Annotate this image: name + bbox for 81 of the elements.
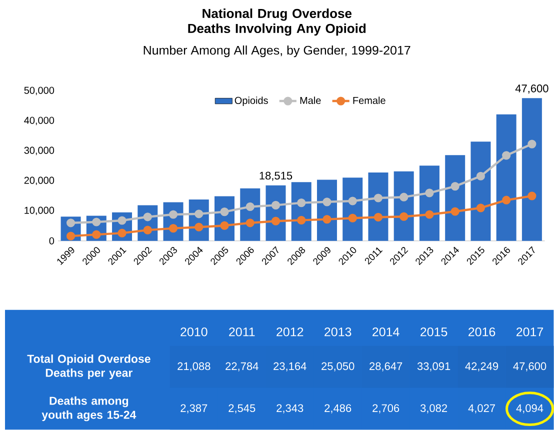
point (425, 210, 434, 219)
point (476, 172, 486, 181)
point (374, 194, 383, 202)
data-label: 18,515 (260, 172, 292, 181)
point (118, 216, 126, 225)
point (92, 230, 101, 239)
data-label: 4,027 (468, 404, 495, 414)
point (348, 214, 357, 222)
data-label: 2,486 (324, 404, 352, 414)
data-label: 33,091 (417, 362, 450, 372)
x-tick-label: 2014 (372, 328, 400, 336)
point (143, 226, 152, 234)
x-tick-label: 2011 (229, 328, 255, 336)
point (118, 228, 126, 238)
point (425, 188, 434, 198)
point (92, 218, 101, 226)
point (297, 216, 306, 225)
point (502, 196, 511, 204)
data-label: 2,545 (228, 404, 256, 414)
point (374, 212, 383, 222)
x-tick-label: 2015 (420, 328, 448, 336)
y-tick-label: Deaths among youth ages 15-24 (42, 396, 136, 422)
x-tick-label: 2017 (516, 328, 544, 336)
data-label: 2,387 (180, 404, 208, 414)
point (66, 218, 76, 228)
data-label: 47,600 (515, 84, 548, 94)
data-label: 4,094 (516, 404, 544, 414)
x-tick-label: 2012 (276, 328, 304, 336)
point (400, 192, 408, 202)
point (322, 198, 332, 206)
y-tick-label: 10,000 (24, 206, 54, 216)
data-label: 47,600 (513, 362, 546, 372)
y-tick-label: 0 (49, 237, 54, 245)
y-tick-label: 20,000 (24, 176, 54, 186)
data-label: 42,249 (465, 362, 498, 372)
point (348, 196, 357, 206)
point (450, 182, 460, 191)
data-label: 28,647 (370, 362, 402, 372)
point (271, 216, 280, 226)
y-tick-label: 50,000 (24, 86, 54, 96)
data-label: 23,164 (274, 362, 306, 372)
point (220, 221, 229, 230)
y-tick-label: Total Opioid Overdose Deaths per year (27, 354, 150, 380)
data-label: 22,784 (226, 362, 258, 372)
point (168, 210, 178, 219)
data-label: 21,088 (178, 362, 210, 372)
chart-title: National Drug Overdose Deaths Involving Any Opioid (188, 8, 366, 36)
point (528, 192, 536, 200)
point (450, 207, 460, 216)
x-tick-label: 2013 (324, 328, 352, 336)
point (271, 200, 280, 210)
point (400, 212, 408, 221)
bar (470, 142, 491, 241)
point (168, 224, 178, 233)
point (246, 218, 254, 228)
data-label: 2,343 (276, 404, 304, 414)
point (322, 215, 332, 224)
point (220, 208, 229, 216)
data-label: 3,082 (420, 404, 448, 414)
chart-subtitle: Number Among All Ages, by Gender, 1999-2017 (144, 46, 410, 58)
point (66, 232, 76, 240)
legend-label: Opioids (234, 96, 268, 106)
bar (496, 114, 516, 241)
point (502, 151, 511, 160)
legend-label: Male (300, 96, 321, 104)
y-tick-label: 30,000 (24, 146, 54, 156)
x-tick-label: 2010 (180, 328, 208, 336)
legend-label: Female (353, 96, 386, 104)
x-tick-label: 2016 (468, 328, 496, 336)
data-label: 2,706 (372, 404, 400, 414)
point (194, 222, 204, 232)
bar (445, 155, 466, 241)
point (297, 198, 306, 208)
point (476, 204, 486, 212)
point (528, 140, 536, 148)
point (143, 212, 152, 222)
y-tick-label: 40,000 (24, 116, 54, 126)
data-label: 25,050 (322, 362, 354, 372)
bar (522, 98, 542, 241)
point (194, 210, 204, 218)
point (246, 202, 254, 212)
